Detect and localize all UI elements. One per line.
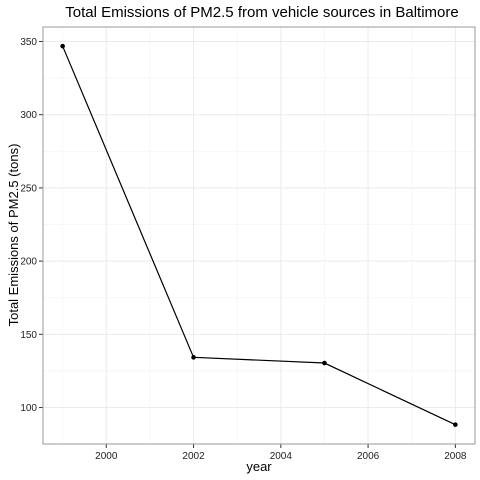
series-line xyxy=(62,45,456,426)
y-tick-label: 300 xyxy=(20,110,37,121)
y-tick-label: 150 xyxy=(20,330,37,341)
grid-layer xyxy=(43,27,475,444)
y-tick-label: 200 xyxy=(20,257,37,268)
y-tick-label: 350 xyxy=(20,37,37,48)
x-tick-label: 2008 xyxy=(444,451,467,462)
data-point xyxy=(60,43,65,49)
x-tick-label: 2006 xyxy=(357,451,380,462)
data-point xyxy=(191,355,196,360)
data-point xyxy=(322,360,327,366)
x-axis-title: year xyxy=(246,459,272,474)
x-tick-label: 2004 xyxy=(270,451,293,462)
x-tick-label: 2002 xyxy=(182,451,205,462)
series-layer xyxy=(60,43,458,427)
y-tick-label: 100 xyxy=(20,403,37,414)
data-point xyxy=(453,422,458,427)
x-tick-label: 2000 xyxy=(95,451,118,462)
chart-title: Total Emissions of PM2.5 from vehicle so… xyxy=(65,4,458,21)
axis-layer: 2000 2002 2004 2006 2008 100 150 200 250 300 350 xyxy=(20,37,467,462)
plot-panel-border xyxy=(42,26,476,445)
y-tick-label: 250 xyxy=(20,183,37,194)
y-axis-title: Total Emissions of PM2.5 (tons) xyxy=(6,144,21,327)
